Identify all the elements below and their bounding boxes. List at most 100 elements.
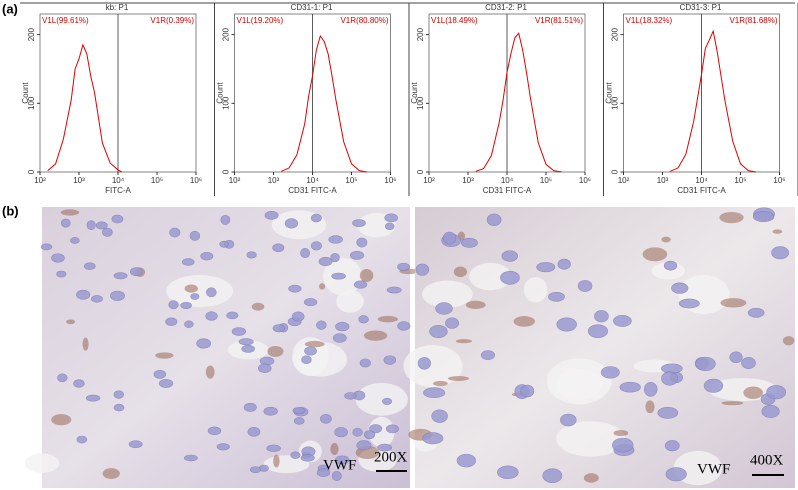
nucleus	[226, 311, 239, 320]
nucleus	[40, 243, 53, 251]
nucleus	[247, 427, 261, 437]
nucleus	[205, 311, 218, 321]
stain	[721, 401, 744, 406]
cell-blank	[557, 371, 581, 394]
y-tick-label: 100	[222, 96, 231, 110]
chart-title: CD31-3: P1	[680, 3, 722, 12]
stain	[318, 283, 326, 290]
nucleus	[729, 351, 743, 363]
nucleus	[168, 300, 179, 310]
micrograph	[403, 207, 795, 488]
x-axis-label: CD31 FITC-A	[288, 186, 337, 195]
nucleus	[301, 355, 312, 364]
x-tick-label: 10⁵	[540, 176, 552, 185]
x-tick-label: 10²	[423, 176, 435, 185]
nucleus	[560, 413, 577, 427]
stain-label: VWF	[323, 457, 356, 473]
nucleus	[86, 220, 96, 230]
nucleus	[557, 258, 571, 270]
histogram-panel: kb: P1 10² 10³ 10⁴ 10⁵ 10⁶ 0 100 200 FITC-A Count V…	[21, 3, 202, 195]
chart-title: CD31-1: P1	[291, 3, 333, 12]
nucleus	[353, 280, 368, 289]
stain	[465, 300, 486, 309]
stain	[51, 414, 72, 426]
nucleus	[335, 455, 350, 465]
chart-title: CD31-2: P1	[485, 3, 527, 12]
nucleus	[61, 218, 71, 228]
y-tick-label: 0	[27, 169, 36, 174]
x-tick-label: 10⁴	[306, 176, 319, 185]
nucleus	[304, 346, 317, 356]
nucleus	[747, 307, 765, 318]
nucleus	[111, 214, 124, 224]
nucleus	[384, 213, 398, 223]
stain	[184, 284, 198, 293]
nucleus	[766, 385, 787, 400]
histogram-panel: CD31-3: P1 10² 10³ 10⁴ 10⁵ 10⁶ 0 100 200 CD31 FIT…	[603, 3, 798, 196]
nucleus	[184, 320, 194, 328]
nucleus	[577, 280, 593, 292]
y-axis-label: Count	[21, 82, 30, 104]
x-tick-label: 10⁶	[773, 176, 785, 185]
stain	[782, 336, 795, 346]
x-tick-label: 10⁴	[695, 176, 708, 185]
nucleus	[501, 250, 519, 262]
nucleus	[548, 291, 565, 302]
nucleus	[417, 357, 432, 370]
nucleus	[216, 443, 230, 451]
gate-annotation: V1R(81.51%)	[535, 16, 583, 25]
nucleus	[165, 317, 178, 326]
nucleus	[241, 344, 255, 353]
nucleus	[70, 237, 80, 244]
x-tick-label: 10⁵	[734, 176, 746, 185]
nucleus	[664, 440, 680, 452]
stain	[66, 319, 76, 325]
gate-annotation: V1R(0.39%)	[150, 16, 194, 25]
nucleus	[422, 432, 444, 445]
nucleus	[113, 403, 125, 412]
y-tick-label: 0	[222, 169, 231, 174]
nucleus	[356, 237, 368, 248]
stain	[330, 442, 339, 456]
nucleus	[189, 230, 201, 241]
nucleus	[431, 409, 448, 423]
x-tick-label: 10³	[73, 176, 85, 185]
nucleus	[310, 213, 322, 223]
nucleus	[382, 397, 393, 405]
nucleus	[291, 311, 305, 322]
stain	[513, 316, 535, 327]
nucleus	[284, 218, 299, 229]
nucleus	[520, 384, 535, 398]
histogram-line	[47, 43, 123, 173]
stain	[719, 211, 744, 224]
nucleus	[613, 315, 632, 327]
nucleus	[102, 227, 113, 237]
y-axis-label: Count	[605, 82, 614, 104]
nucleus	[442, 231, 457, 245]
stain	[102, 468, 120, 479]
nucleus	[110, 290, 125, 301]
nucleus	[330, 252, 340, 263]
x-tick-label: 10⁶	[579, 176, 591, 185]
nucleus	[169, 227, 181, 238]
cell-blank	[355, 382, 408, 416]
nucleus	[364, 430, 376, 440]
stain	[363, 330, 388, 341]
nucleus	[332, 333, 347, 343]
micrograph-bg	[42, 207, 410, 488]
micrograph	[24, 207, 418, 488]
stain	[455, 339, 472, 344]
x-tick-label: 10³	[657, 176, 669, 185]
x-tick-label: 10²	[618, 176, 630, 185]
x-axis-label: CD31 FITC-A	[677, 186, 726, 195]
nucleus	[350, 250, 365, 260]
nucleus	[358, 315, 369, 324]
cell-blank	[556, 421, 626, 457]
nucleus	[703, 378, 724, 393]
nucleus	[383, 355, 397, 365]
nucleus	[220, 214, 231, 225]
nucleus	[435, 302, 453, 315]
nucleus	[331, 471, 342, 481]
nucleus	[238, 338, 254, 346]
